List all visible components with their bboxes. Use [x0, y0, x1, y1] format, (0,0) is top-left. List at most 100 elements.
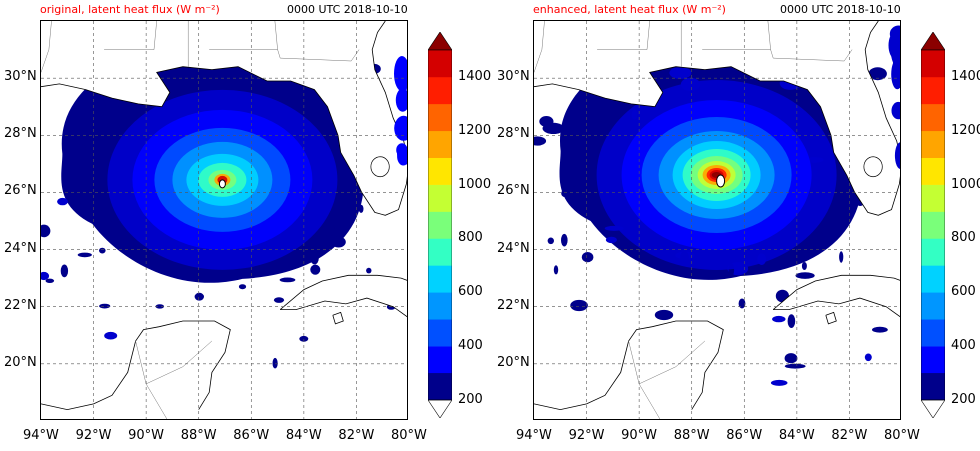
flux-cell	[87, 207, 104, 212]
lake-okeechobee	[863, 156, 883, 178]
colorbar-bin	[428, 346, 452, 374]
map-canvas	[41, 21, 407, 419]
colorbar-frame	[428, 49, 452, 401]
colorbar-bin	[428, 157, 452, 185]
flux-cell	[891, 59, 900, 90]
border-line	[277, 49, 360, 62]
flux-cell	[394, 56, 407, 92]
land-mask-cuba	[773, 275, 900, 317]
atlantic-field	[888, 25, 900, 169]
y-tick-label: 28°N	[4, 126, 37, 142]
x-tick-label: 94°W	[23, 428, 59, 443]
colorbar-bin	[428, 292, 452, 320]
flux-cell	[814, 231, 824, 245]
border-line	[145, 340, 213, 385]
coastline-isla	[825, 311, 837, 325]
x-tick-label: 82°W	[831, 428, 868, 443]
colorbar-bin	[921, 50, 945, 78]
colorbar-bin	[428, 50, 452, 78]
x-tick-label: 80°W	[391, 428, 427, 443]
y-tick-label: 30°N	[4, 69, 37, 85]
y-tick-label: 28°N	[497, 126, 530, 142]
x-tick-label: 94°W	[516, 428, 552, 443]
x-tick-label: 92°W	[75, 428, 112, 443]
x-tick-label: 84°W	[778, 428, 815, 443]
y-tick-label: 20°N	[497, 354, 530, 370]
border-line	[770, 49, 853, 62]
x-tick-label: 88°W	[673, 428, 710, 443]
colorbar-left	[428, 32, 452, 418]
flux-cell	[186, 269, 193, 274]
colorbar-bin	[921, 211, 945, 239]
flux-cell	[41, 271, 50, 281]
flux-cell	[864, 353, 872, 362]
flux-cell	[77, 143, 86, 153]
land	[534, 21, 900, 419]
land	[41, 21, 407, 419]
flux-cell	[891, 101, 900, 120]
y-tick-label: 22°N	[4, 297, 37, 313]
flux-cell	[299, 335, 309, 342]
flux-cell	[772, 315, 786, 323]
flux-cell	[534, 136, 547, 146]
panel-time-right: 0000 UTC 2018-10-10	[780, 3, 901, 16]
colorbar-bin	[428, 103, 452, 132]
gridlines	[41, 21, 407, 419]
flux-cell	[77, 252, 92, 258]
colorbar-bin	[428, 319, 452, 347]
flux-cell	[60, 264, 69, 278]
map-left	[40, 20, 408, 420]
y-tick-label: 24°N	[4, 240, 37, 256]
flux-cell	[570, 299, 588, 312]
flux-cell	[605, 236, 617, 244]
colorbar-extend-min	[921, 399, 945, 418]
storm-eye	[716, 174, 726, 188]
flux-cell	[547, 237, 554, 245]
x-tick-label: 90°W	[128, 428, 165, 443]
land-mask-cuba	[280, 275, 407, 317]
flux-cell	[397, 147, 407, 166]
gridlines	[534, 21, 900, 419]
colorbar-bin	[921, 319, 945, 347]
colorbar-tick-label: 1000	[951, 176, 980, 192]
land-mask-yucatan	[534, 321, 724, 419]
flux-cell	[839, 251, 844, 263]
atlantic-field	[394, 56, 407, 166]
colorbar-tick-label: 200	[458, 392, 483, 407]
colorbar-tick-label: 1200	[951, 122, 980, 138]
flux-cell	[322, 224, 335, 237]
flux-cell	[41, 224, 51, 238]
border-line	[702, 21, 771, 50]
land-mask-north	[41, 21, 407, 216]
panel-title-right: enhanced, latent heat flux (W m⁻²)	[533, 3, 726, 16]
colorbar-bin	[428, 184, 452, 212]
lake-okeechobee	[370, 156, 390, 178]
colorbar-bin	[428, 373, 452, 400]
flux-field	[534, 21, 888, 386]
flux-cell	[738, 298, 746, 309]
flux-cell	[561, 233, 568, 247]
flux-cell	[331, 236, 346, 248]
flux-cell	[272, 357, 278, 369]
flux-cell	[115, 131, 124, 136]
flux-field	[41, 33, 401, 372]
colorbar-bin	[921, 157, 945, 185]
x-tick-label: 90°W	[621, 428, 658, 443]
colorbar-tick-label: 400	[951, 338, 976, 354]
colorbar-tick-label: 800	[458, 230, 483, 246]
colorbar-bin	[921, 346, 945, 374]
land-mask-north	[534, 21, 900, 216]
flux-cell	[654, 309, 674, 321]
colorbar-tick-label: 600	[951, 284, 976, 300]
flux-cell	[669, 66, 692, 79]
colorbar-extend-min	[428, 399, 452, 418]
flux-cell	[366, 267, 372, 274]
colorbar-bin	[428, 265, 452, 293]
colorbar-bin	[428, 238, 452, 266]
y-tick-label: 24°N	[497, 240, 530, 256]
y-tick-label: 26°N	[497, 183, 530, 199]
flux-cell	[279, 277, 296, 283]
colorbar-bin	[921, 76, 945, 105]
x-tick-label: 88°W	[180, 428, 217, 443]
flux-cell	[310, 264, 321, 275]
